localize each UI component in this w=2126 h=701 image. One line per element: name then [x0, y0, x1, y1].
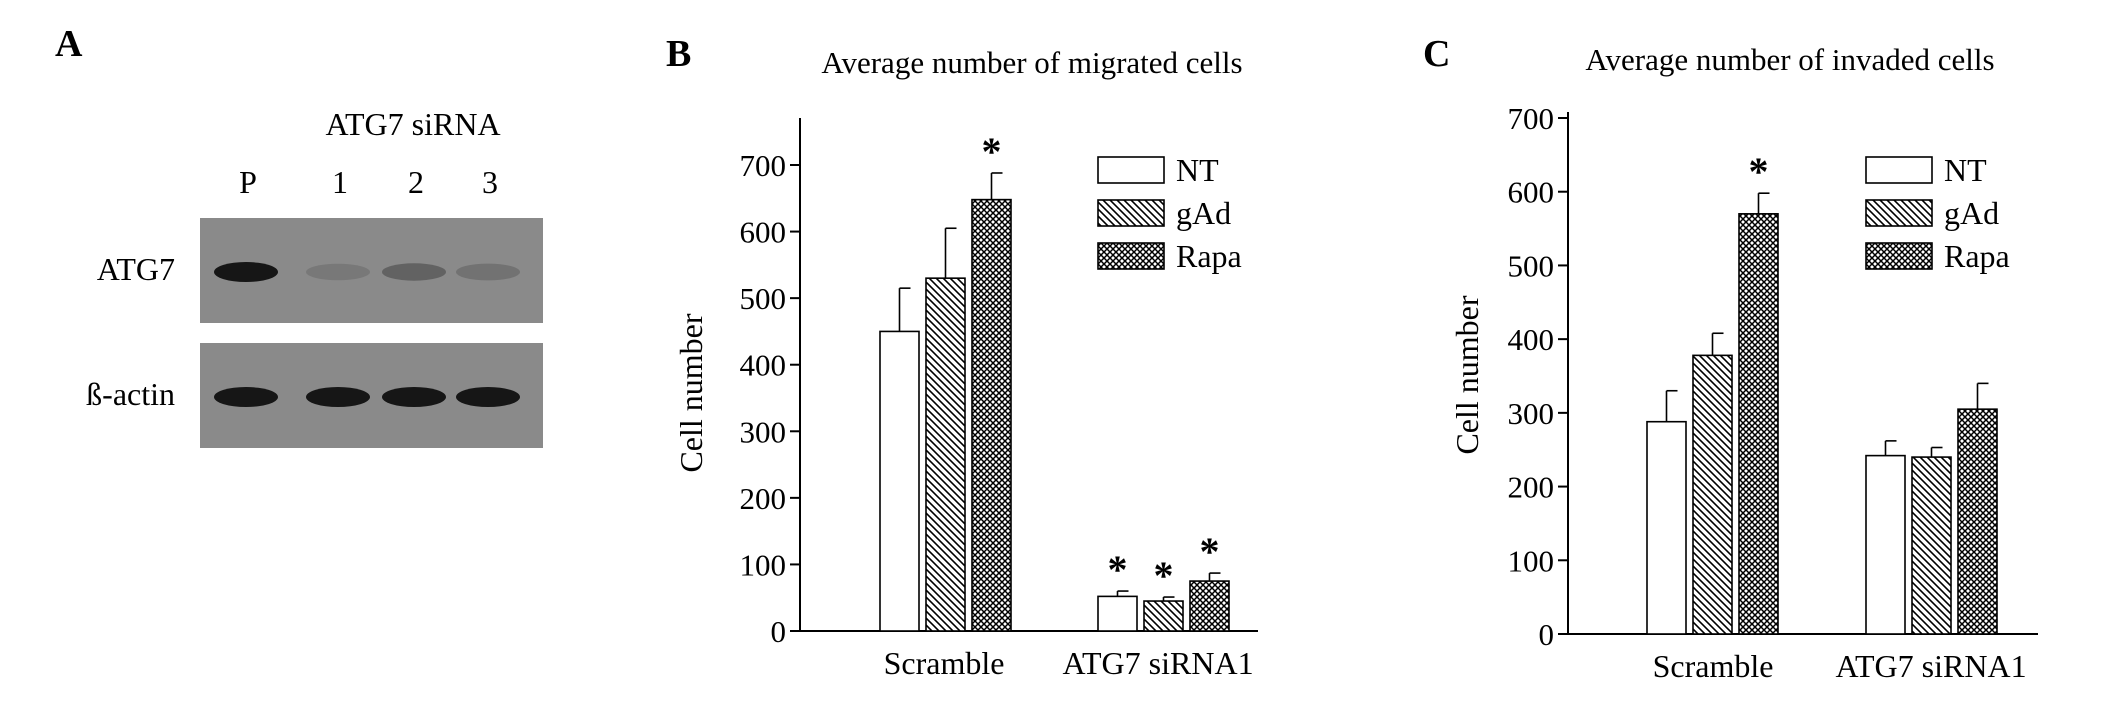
- y-tick-label: 400: [1508, 322, 1555, 357]
- western-blot: ATG7 siRNA P 1 2 3 ATG7 ß-actin: [86, 106, 543, 448]
- blot-lane-label: P: [239, 164, 257, 200]
- panel-letter-c: C: [1423, 33, 1451, 75]
- y-tick-label: 300: [1508, 396, 1555, 431]
- blot-band: [382, 387, 446, 407]
- legend-swatch-gad: [1865, 199, 1933, 227]
- bar-rapa: [1738, 213, 1779, 635]
- y-tick-label: 0: [771, 614, 787, 649]
- chart-title: Average number of invaded cells: [1585, 42, 1994, 77]
- blot-group-label: ATG7 siRNA: [325, 106, 500, 142]
- blot-band: [456, 387, 520, 407]
- significance-marker: *: [1749, 149, 1769, 194]
- x-category-label: ATG7 siRNA1: [1835, 648, 2026, 684]
- legend-label-gad: gAd: [1944, 195, 1999, 231]
- y-tick-label: 600: [1508, 175, 1555, 210]
- chart-title: Average number of migrated cells: [821, 45, 1242, 80]
- bar-gad: [1692, 354, 1733, 635]
- legend-swatch-rapa: [1865, 242, 1933, 270]
- y-tick-label: 700: [1508, 101, 1555, 136]
- bar-nt: [1865, 454, 1906, 635]
- legend-label-nt: NT: [1176, 152, 1219, 188]
- panel-letter-a: A: [55, 23, 83, 65]
- bar-nt: [879, 330, 920, 632]
- blot-band: [306, 263, 370, 281]
- legend-label-nt: NT: [1944, 152, 1987, 188]
- blot-lane-label: 3: [482, 164, 498, 200]
- bar-nt: [1646, 420, 1687, 635]
- y-tick-label: 0: [1539, 617, 1555, 652]
- blot-band: [456, 263, 520, 281]
- legend-swatch-rapa: [1097, 242, 1165, 270]
- y-tick-label: 200: [740, 481, 787, 516]
- legend-swatch-gad: [1097, 199, 1165, 227]
- blot-row-label: ß-actin: [86, 376, 175, 412]
- chart-invaded-cells: Average number of invaded cells Cell num…: [1449, 42, 2038, 684]
- bar-nt: [1097, 595, 1138, 632]
- significance-marker: *: [982, 129, 1002, 174]
- y-axis-label: Cell number: [1449, 295, 1485, 454]
- legend-label-rapa: Rapa: [1944, 238, 2010, 274]
- y-tick-label: 200: [1508, 470, 1555, 505]
- panel-letter-b: B: [666, 33, 692, 75]
- y-tick-label: 500: [740, 281, 787, 316]
- blot-band: [214, 387, 278, 407]
- y-tick-label: 300: [740, 414, 787, 449]
- bar-gad: [1143, 600, 1184, 632]
- legend-swatch-nt: [1865, 156, 1933, 184]
- legend-label-gad: gAd: [1176, 195, 1231, 231]
- y-tick-label: 700: [740, 148, 787, 183]
- legend-swatch-nt: [1097, 156, 1165, 184]
- chart-migrated-cells: Average number of migrated cells Cell nu…: [673, 45, 1258, 681]
- blot-band: [214, 262, 278, 282]
- x-category-label: Scramble: [1653, 648, 1774, 684]
- bar-gad: [1911, 456, 1952, 635]
- significance-marker: *: [1108, 547, 1128, 592]
- y-tick-label: 500: [1508, 248, 1555, 283]
- y-tick-label: 600: [740, 215, 787, 250]
- bar-rapa: [1957, 408, 1998, 635]
- significance-marker: *: [1154, 553, 1174, 598]
- y-tick-label: 100: [740, 547, 787, 582]
- blot-band: [306, 387, 370, 407]
- blot-lane-label: 2: [408, 164, 424, 200]
- y-axis-label: Cell number: [673, 313, 709, 472]
- legend-label-rapa: Rapa: [1176, 238, 1242, 274]
- y-tick-label: 400: [740, 348, 787, 383]
- blot-lane-label: 1: [332, 164, 348, 200]
- bar-gad: [925, 277, 966, 632]
- blot-band: [382, 263, 446, 281]
- y-tick-label: 100: [1508, 543, 1555, 578]
- bar-rapa: [971, 198, 1012, 632]
- x-category-label: Scramble: [884, 645, 1005, 681]
- significance-marker: *: [1200, 529, 1220, 574]
- x-category-label: ATG7 siRNA1: [1062, 645, 1253, 681]
- bar-rapa: [1189, 580, 1230, 632]
- blot-row-label: ATG7: [97, 251, 175, 287]
